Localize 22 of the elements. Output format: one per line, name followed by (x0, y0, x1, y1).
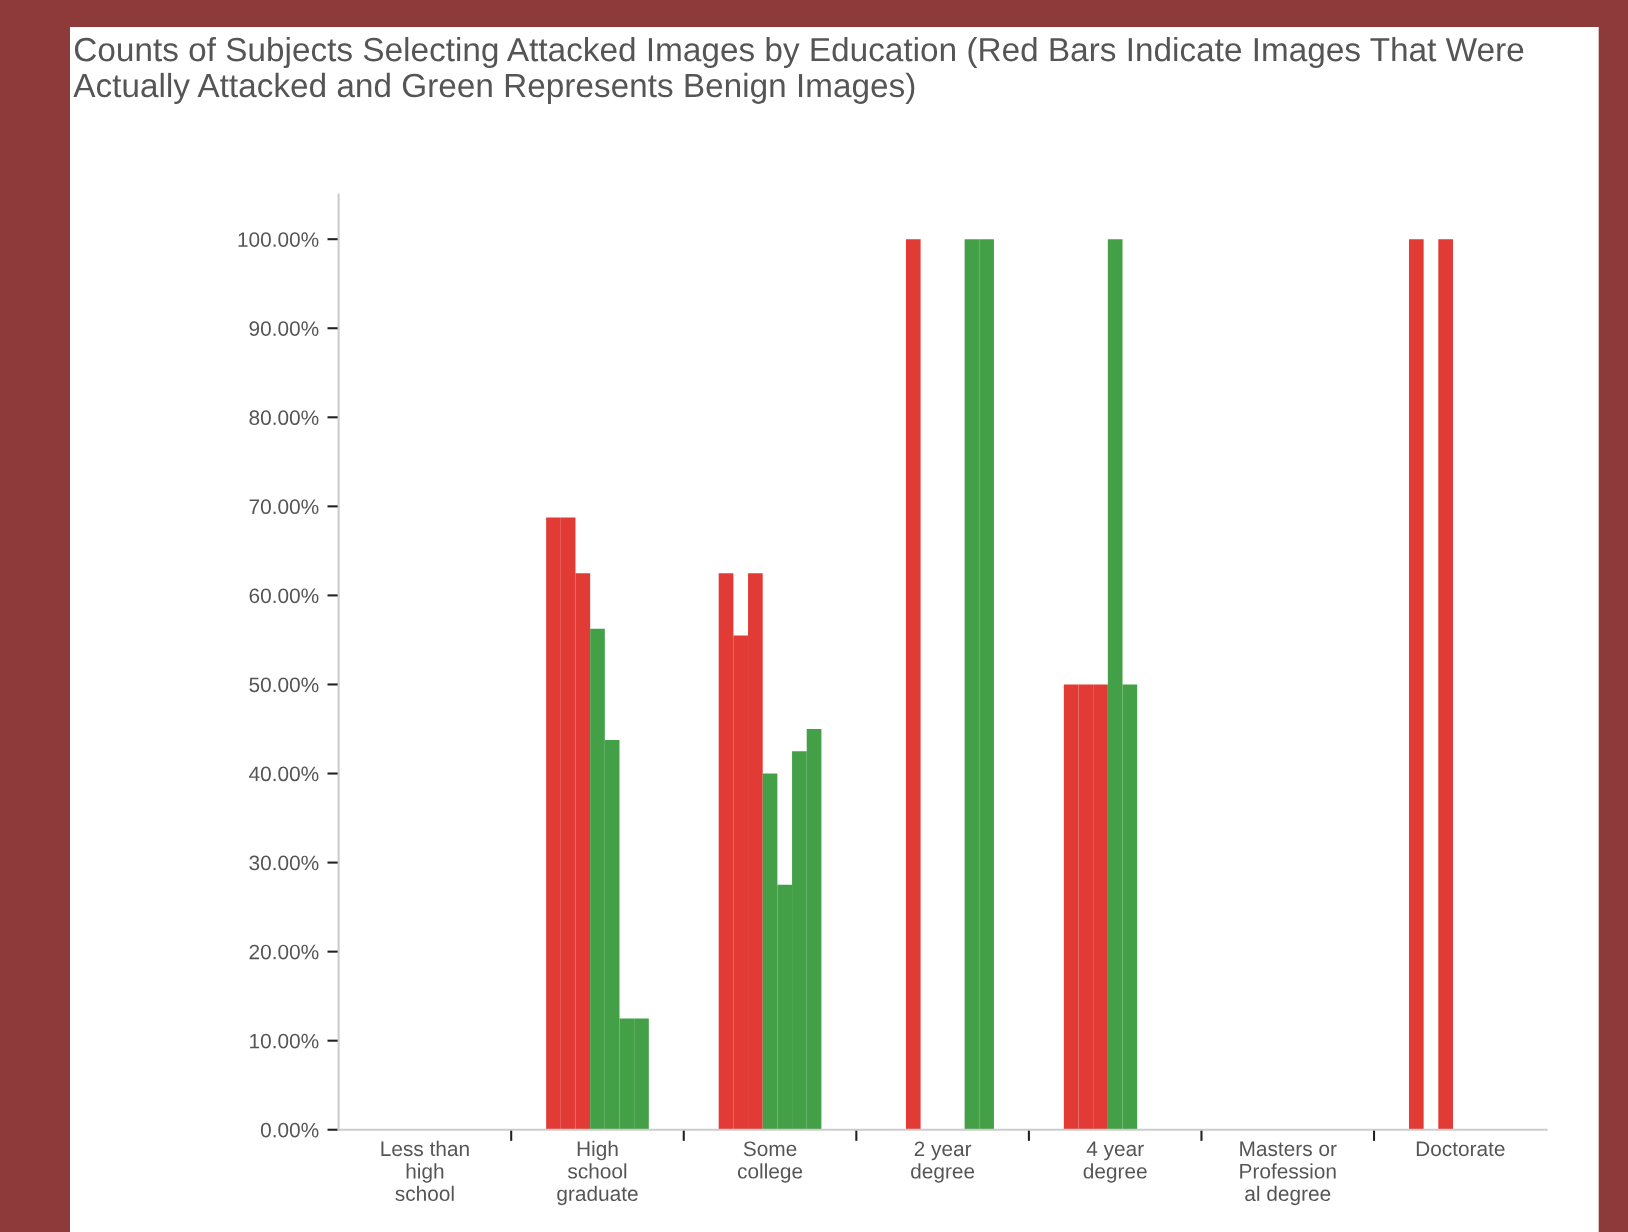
y-tick-label: 20.00% (249, 944, 319, 960)
x-tick-label: 2 year degree (911, 1141, 975, 1183)
x-tick-label: 4 year degree (1083, 1141, 1147, 1183)
bar (905, 239, 921, 1130)
chart-title: Counts of Subjects Selecting Attacked Images by Education (Red Bars Indicate Images That Were Actually Attacked and Green Represents Benign Images) (73, 36, 1524, 104)
y-tick-label: 100.00% (238, 232, 319, 247)
x-tick-label: Less than high school (381, 1140, 469, 1202)
bar (1408, 239, 1424, 1130)
y-tick-label: 80.00% (249, 410, 319, 426)
y-tick-label: 40.00% (249, 766, 319, 782)
y-tick-label: 0.00% (260, 1122, 319, 1138)
x-tick-label: Masters or Profession al degree (1240, 1141, 1337, 1206)
y-tick-label: 90.00% (249, 321, 319, 336)
y-tick-label: 30.00% (249, 855, 319, 871)
y-tick-label: 10.00% (250, 1033, 319, 1049)
x-tick-label: Doctorate (1416, 1141, 1505, 1157)
x-tick-label: Some college (737, 1141, 803, 1183)
bar (1438, 239, 1453, 1130)
y-tick-label: 50.00% (249, 677, 319, 693)
x-tick-label: High school graduate (557, 1140, 638, 1206)
y-tick-label: 60.00% (249, 588, 319, 604)
y-tick-label: 70.00% (249, 499, 319, 515)
